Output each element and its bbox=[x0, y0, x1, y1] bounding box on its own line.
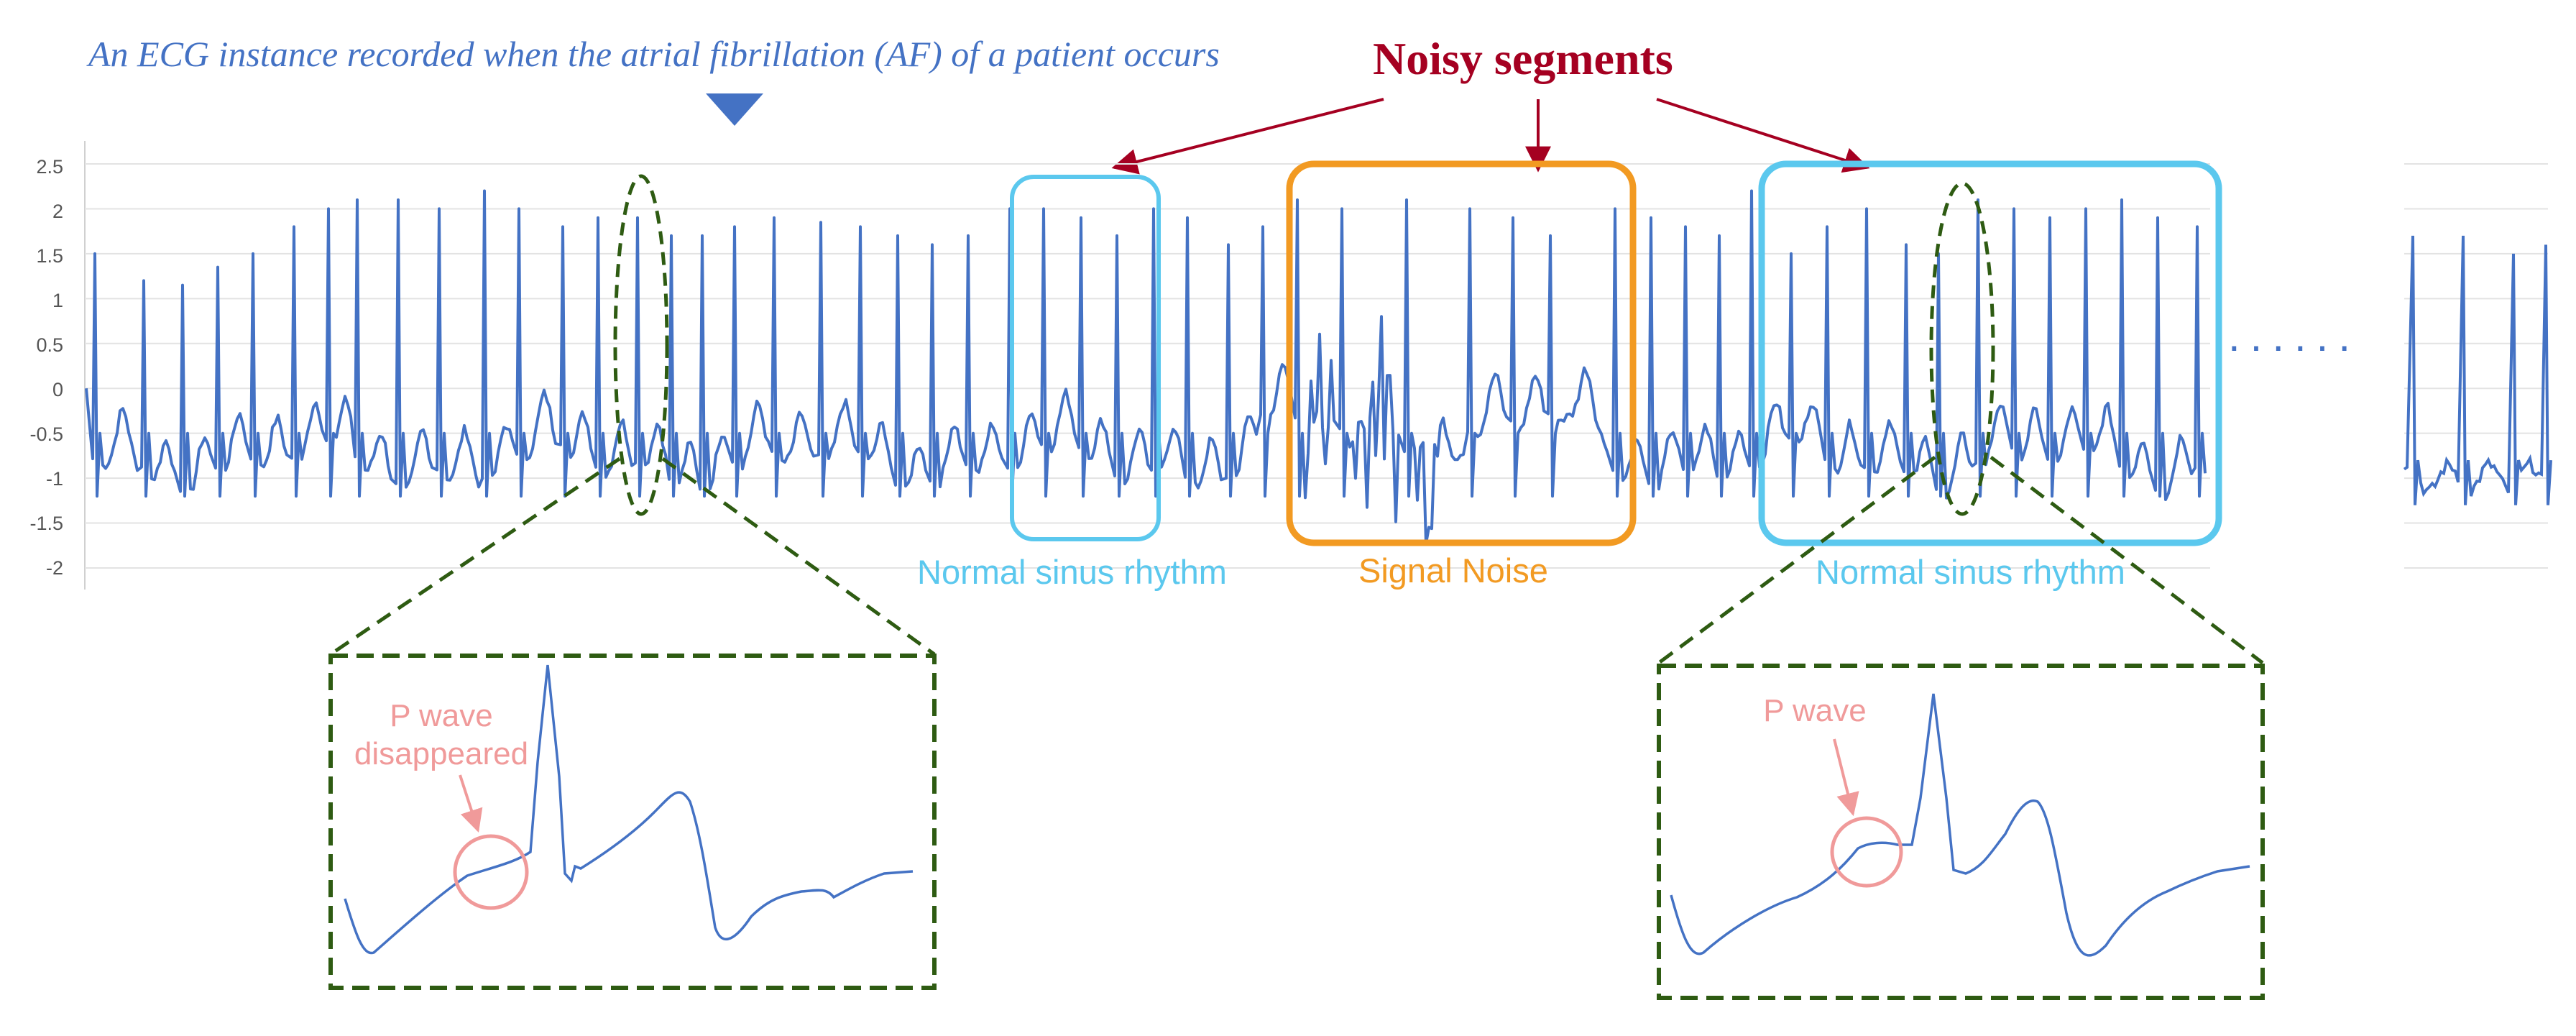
ecg-plot-area: 2.5 2 1.5 1 0.5 0 -0.5 -1 -1.5 -2 bbox=[29, 137, 2552, 597]
sinus-label-right: Normal sinus rhythm bbox=[1816, 553, 2125, 591]
zoom-projection-line bbox=[329, 457, 621, 656]
zoom-projection-line bbox=[661, 457, 936, 656]
zoom-trace-right bbox=[1670, 693, 2250, 957]
sinus-label-left: Normal sinus rhythm bbox=[917, 553, 1227, 591]
noise-box bbox=[1286, 160, 1637, 546]
y-tick-label: 1.5 bbox=[36, 245, 63, 267]
gridlines bbox=[85, 163, 2548, 569]
y-tick-label: 2.5 bbox=[36, 156, 63, 178]
zoom-box-left bbox=[328, 654, 937, 990]
highlight-ellipse-left bbox=[613, 174, 669, 516]
p-wave-label-left-line2: disappeared bbox=[354, 736, 528, 771]
ecg-main-trace bbox=[85, 189, 2207, 546]
ecg-trace-path bbox=[85, 189, 2207, 546]
p-wave-circle-left bbox=[453, 834, 529, 910]
zoom-projection-line bbox=[1990, 456, 2264, 664]
y-tick-label: 2 bbox=[52, 201, 63, 222]
p-wave-circle-right bbox=[1830, 816, 1903, 888]
noisy-arrow-left bbox=[1111, 98, 1384, 175]
p-wave-arrow-right bbox=[1833, 738, 1859, 817]
ellipsis-dots: ...... bbox=[2228, 312, 2360, 360]
y-tick-labels: 2.5 2 1.5 1 0.5 0 -0.5 -1 -1.5 -2 bbox=[29, 156, 63, 579]
zoom-trace-left bbox=[344, 664, 914, 955]
sinus-box-right bbox=[1758, 160, 2222, 546]
zoom-box-right bbox=[1657, 664, 2265, 1000]
p-wave-label-left-line1: P wave bbox=[390, 698, 493, 733]
noisy-arrow-right bbox=[1656, 98, 1870, 173]
zoom-projection-line bbox=[1657, 455, 1936, 665]
noisy-segments-title: Noisy segments bbox=[1373, 33, 1673, 84]
noise-label: Signal Noise bbox=[1358, 551, 1548, 590]
p-wave-arrow-left bbox=[459, 774, 483, 833]
y-tick-label: -1.5 bbox=[29, 513, 63, 534]
y-tick-label: 0 bbox=[52, 379, 63, 400]
y-tick-label: -1 bbox=[46, 468, 63, 490]
figure-caption: An ECG instance recorded when the atrial… bbox=[86, 34, 1220, 74]
zoom-panel-left: P wave disappeared bbox=[328, 654, 937, 990]
sinus-box-left bbox=[1010, 175, 1161, 541]
zoom-panel-right: P wave bbox=[1657, 664, 2265, 1000]
y-tick-label: -2 bbox=[46, 557, 63, 579]
ecg-continuation-trace bbox=[2403, 235, 2552, 505]
y-tick-label: 0.5 bbox=[36, 334, 63, 356]
y-tick-label: 1 bbox=[52, 290, 63, 311]
ecg-continuation-path bbox=[2403, 235, 2552, 505]
highlight-ellipse-right bbox=[1929, 181, 1995, 516]
y-tick-label: -0.5 bbox=[29, 423, 63, 445]
strip-gap bbox=[2210, 137, 2404, 597]
p-wave-label-right: P wave bbox=[1763, 693, 1867, 728]
down-arrow-icon bbox=[706, 93, 763, 126]
